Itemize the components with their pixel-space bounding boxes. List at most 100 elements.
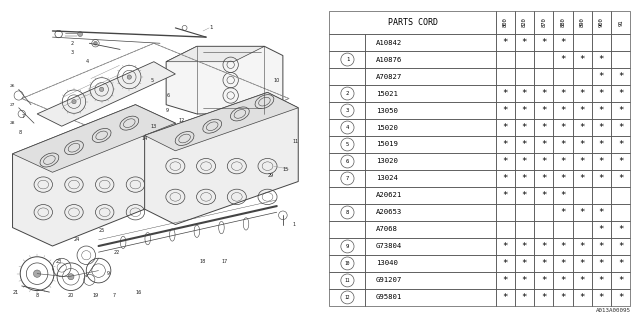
Bar <box>330 11 495 34</box>
Bar <box>611 34 630 51</box>
Bar <box>365 119 495 136</box>
Text: 19: 19 <box>92 293 99 298</box>
Bar <box>365 102 495 119</box>
Text: A7068: A7068 <box>376 227 397 232</box>
Text: G91207: G91207 <box>376 277 402 284</box>
Bar <box>554 170 573 187</box>
Text: *: * <box>579 106 585 115</box>
Text: 24: 24 <box>74 237 80 242</box>
Bar <box>592 153 611 170</box>
Bar <box>495 153 515 170</box>
Bar <box>592 136 611 153</box>
Text: 7: 7 <box>22 115 25 119</box>
Bar <box>534 255 554 272</box>
Bar <box>592 119 611 136</box>
Text: 28: 28 <box>10 121 15 125</box>
Bar <box>330 68 365 85</box>
Bar <box>611 51 630 68</box>
Text: *: * <box>618 242 623 251</box>
Text: *: * <box>599 259 604 268</box>
Bar <box>330 255 365 272</box>
Text: *: * <box>618 225 623 234</box>
Bar <box>495 255 515 272</box>
Bar <box>554 85 573 102</box>
Bar <box>534 11 554 34</box>
Text: 9: 9 <box>106 271 109 276</box>
Bar <box>365 85 495 102</box>
Text: *: * <box>618 89 623 98</box>
Text: *: * <box>599 123 604 132</box>
Bar <box>515 204 534 221</box>
Text: *: * <box>599 242 604 251</box>
Text: *: * <box>541 123 547 132</box>
Text: 15020: 15020 <box>376 124 397 131</box>
Text: 5: 5 <box>346 142 349 147</box>
Text: *: * <box>618 293 623 302</box>
Bar <box>573 119 592 136</box>
Text: *: * <box>599 208 604 217</box>
Bar <box>554 34 573 51</box>
Text: *: * <box>502 38 508 47</box>
Bar <box>515 255 534 272</box>
Text: *: * <box>560 55 566 64</box>
Bar <box>495 85 515 102</box>
Bar <box>495 170 515 187</box>
Bar <box>365 136 495 153</box>
Bar <box>534 51 554 68</box>
Bar <box>534 85 554 102</box>
Text: *: * <box>522 174 527 183</box>
Text: *: * <box>522 38 527 47</box>
Bar <box>534 221 554 238</box>
Text: 10: 10 <box>274 78 280 83</box>
Text: *: * <box>560 140 566 149</box>
Text: 8: 8 <box>36 293 38 298</box>
Bar <box>592 68 611 85</box>
Text: *: * <box>541 89 547 98</box>
Bar <box>534 170 554 187</box>
Text: 13040: 13040 <box>376 260 397 267</box>
Bar <box>515 85 534 102</box>
Bar <box>330 119 365 136</box>
Text: *: * <box>579 174 585 183</box>
Bar <box>330 153 365 170</box>
Circle shape <box>33 270 41 277</box>
Bar <box>573 153 592 170</box>
Text: 11: 11 <box>345 278 350 283</box>
Bar <box>515 187 534 204</box>
Text: 6: 6 <box>346 159 349 164</box>
Bar <box>611 221 630 238</box>
Text: *: * <box>522 157 527 166</box>
Text: 5: 5 <box>151 78 154 83</box>
Polygon shape <box>13 105 175 246</box>
Text: 13050: 13050 <box>376 108 397 114</box>
Text: *: * <box>579 157 585 166</box>
Text: *: * <box>599 89 604 98</box>
Text: *: * <box>541 276 547 285</box>
Bar <box>611 289 630 306</box>
Text: *: * <box>522 89 527 98</box>
Text: *: * <box>541 191 547 200</box>
Text: *: * <box>560 259 566 268</box>
Text: *: * <box>502 191 508 200</box>
Text: 880: 880 <box>561 18 566 28</box>
Bar <box>495 119 515 136</box>
Bar <box>573 170 592 187</box>
Text: *: * <box>618 140 623 149</box>
Bar <box>611 102 630 119</box>
Text: *: * <box>522 276 527 285</box>
Bar <box>573 136 592 153</box>
Bar <box>515 238 534 255</box>
Bar <box>554 255 573 272</box>
Text: 9: 9 <box>166 108 169 113</box>
Bar <box>515 170 534 187</box>
Bar <box>554 102 573 119</box>
Text: 15021: 15021 <box>376 91 397 97</box>
Text: 1: 1 <box>346 57 349 62</box>
Polygon shape <box>145 92 298 225</box>
Text: *: * <box>579 293 585 302</box>
Bar <box>592 187 611 204</box>
Bar <box>611 204 630 221</box>
Bar <box>554 153 573 170</box>
Bar <box>330 238 365 255</box>
Bar <box>330 34 365 51</box>
